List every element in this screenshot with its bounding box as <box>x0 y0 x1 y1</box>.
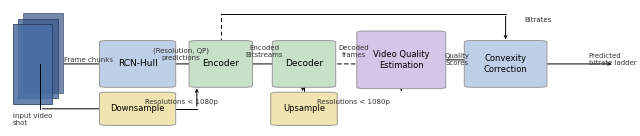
FancyBboxPatch shape <box>99 92 175 125</box>
Text: Downsample: Downsample <box>110 104 165 113</box>
FancyBboxPatch shape <box>23 13 63 93</box>
FancyBboxPatch shape <box>99 41 175 87</box>
Text: RCN-Hull: RCN-Hull <box>118 59 157 68</box>
FancyBboxPatch shape <box>13 24 52 104</box>
FancyBboxPatch shape <box>465 41 547 87</box>
Text: Encoder: Encoder <box>202 59 239 68</box>
Text: Quality
Scores: Quality Scores <box>444 53 470 66</box>
Text: Predicted
bitrate ladder: Predicted bitrate ladder <box>589 53 636 66</box>
Text: Convexity
Correction: Convexity Correction <box>484 54 527 74</box>
Text: Resolutions < 1080p: Resolutions < 1080p <box>317 99 390 105</box>
Text: Decoded
frames: Decoded frames <box>339 45 369 58</box>
Text: Frame chunks: Frame chunks <box>64 57 113 63</box>
FancyBboxPatch shape <box>273 41 335 87</box>
Text: Input video
shot: Input video shot <box>13 113 52 126</box>
Text: Upsample: Upsample <box>283 104 325 113</box>
FancyBboxPatch shape <box>357 31 445 89</box>
FancyBboxPatch shape <box>271 92 337 125</box>
Text: Resolutions < 1080p: Resolutions < 1080p <box>145 99 218 105</box>
FancyBboxPatch shape <box>18 19 58 98</box>
Text: Video Quality
Estimation: Video Quality Estimation <box>373 50 429 69</box>
Text: Encoded
Bitstreams: Encoded Bitstreams <box>246 45 283 58</box>
Text: Bitrates: Bitrates <box>524 17 551 23</box>
Text: Decoder: Decoder <box>285 59 323 68</box>
Text: (Resolution, QP)
predictions: (Resolution, QP) predictions <box>153 48 209 61</box>
FancyBboxPatch shape <box>189 41 252 87</box>
